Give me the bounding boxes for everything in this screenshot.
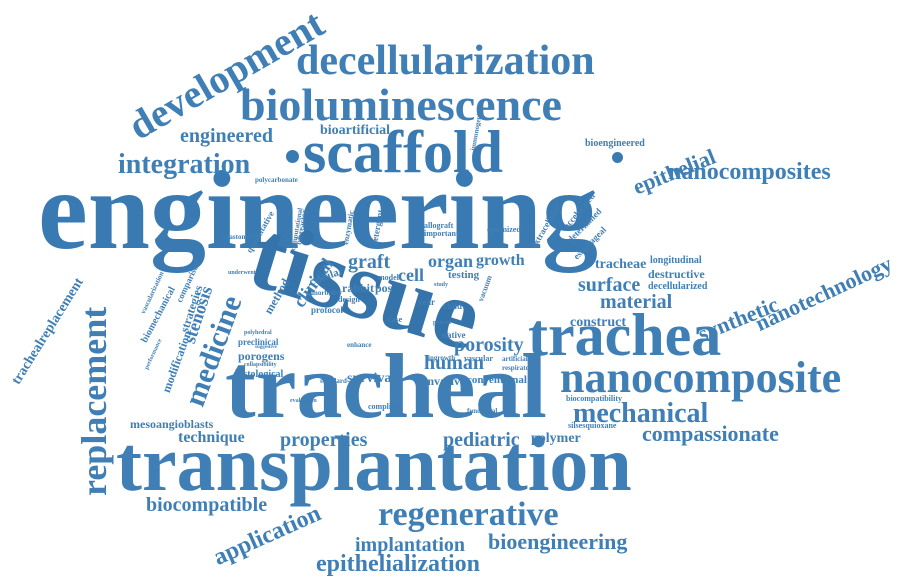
word-standard: standard xyxy=(320,377,347,385)
word-decellularized: decellularized xyxy=(648,281,708,292)
word-conventional: conventional xyxy=(467,374,527,386)
word-anastomotic: anastomotic xyxy=(222,233,259,241)
word-pediatric: pediatric xyxy=(443,429,520,451)
word-graft: graft xyxy=(348,251,391,273)
word-important: important xyxy=(424,229,459,238)
word-child: child xyxy=(443,301,463,311)
word-polycarbonate: polycarbonate xyxy=(255,176,298,184)
word-epithelialization: epithelialization xyxy=(316,551,480,577)
word-evaluation: evaluation xyxy=(290,398,317,404)
word-histological: histological xyxy=(235,369,284,380)
word-nanocomposite: nanocomposite xyxy=(560,353,842,402)
word-bioluminescence: bioluminescence xyxy=(240,79,562,130)
word-optimized: optimized xyxy=(487,225,521,234)
word-rabbit: rabbit xyxy=(342,281,375,295)
word-integration: integration xyxy=(118,149,251,180)
word-bioengineering: bioengineering xyxy=(488,529,628,554)
word-implantation: implantation xyxy=(355,534,466,556)
word-morbidity: morbidity xyxy=(312,289,342,297)
dot-marker-right xyxy=(612,152,623,163)
word-bioartificial: bioartificial xyxy=(320,123,390,138)
word-biocompatibility: biocompatibility xyxy=(566,394,623,403)
word-biocompatible: biocompatible xyxy=(146,494,268,516)
word-mesoangioblasts: mesoangioblasts xyxy=(130,417,214,431)
word-construct: construct xyxy=(570,315,626,330)
word-porosity: porosity xyxy=(454,334,524,356)
word-protocol: protocol xyxy=(311,305,343,315)
word-tracheae: tracheae xyxy=(595,257,647,272)
word-epithelial: epithelial xyxy=(629,143,720,200)
word-functional: functional xyxy=(467,407,498,415)
word-polyhedral: polyhedral xyxy=(244,330,272,336)
word-patient: patient xyxy=(433,320,451,326)
word-model: model xyxy=(378,273,399,282)
word-properties: properties xyxy=(280,429,368,451)
word-porogens: porogens xyxy=(238,349,285,363)
word-engineered: engineered xyxy=(180,125,273,147)
word-tracheal: tracheal xyxy=(225,335,547,437)
word-vascular: vascular xyxy=(464,354,493,363)
word-ingrowth: ingrowth xyxy=(428,354,456,362)
word-collapsibility: collapsibility xyxy=(244,362,277,368)
word-polymer: polymer xyxy=(531,431,581,446)
word-surface: surface xyxy=(578,274,641,296)
word-replacement: replacement xyxy=(74,306,114,496)
word-underwent: underwent xyxy=(228,270,256,276)
word-material: material xyxy=(600,291,673,313)
word-testing: testing xyxy=(448,269,480,281)
word-study: study xyxy=(434,282,449,288)
word-native: native xyxy=(442,330,466,340)
word-suggestive: suggestive xyxy=(255,345,277,350)
word-regenerative: regenerative xyxy=(378,496,559,533)
word-trachea: trachea xyxy=(528,302,722,368)
word-respiratory: respiratory xyxy=(502,364,536,372)
word-scaffold: scaffold xyxy=(303,119,503,185)
word-human: human xyxy=(424,352,485,374)
dot-marker-left xyxy=(286,150,299,163)
word-cell: cell xyxy=(398,265,424,285)
word-longitudinal: longitudinal xyxy=(650,255,702,266)
word-compliant: compliant xyxy=(368,402,403,411)
word-growth: growth xyxy=(476,252,525,269)
word-design: design xyxy=(338,295,360,304)
word-case: case xyxy=(388,315,403,324)
word-enhance: enhance xyxy=(347,341,372,349)
word-invasive: invasive xyxy=(424,374,466,388)
word-allograft: allograft xyxy=(424,221,454,230)
word-destructive: destructive xyxy=(648,267,705,281)
word-engineering: engineering xyxy=(38,149,598,273)
word-pos: pos xyxy=(375,281,393,295)
word-organ: organ xyxy=(428,251,473,271)
word-nanocomposites: nanocomposites xyxy=(668,159,831,185)
word-mechanical: mechanical xyxy=(573,398,709,429)
word-decellularization: decellularization xyxy=(296,38,595,84)
word-bioengineered: bioengineered xyxy=(585,138,645,149)
word-preclinical: preclinical xyxy=(238,337,279,347)
word-artificial: artificial xyxy=(502,355,528,363)
word-survival: survival xyxy=(347,371,396,386)
word-compassionate: compassionate xyxy=(642,421,779,446)
word-transplantation: transplantation xyxy=(116,420,632,507)
word-silsesquioxane: silsesquioxane xyxy=(568,421,617,430)
word-technique: technique xyxy=(178,429,245,446)
word-year: year xyxy=(418,297,435,307)
